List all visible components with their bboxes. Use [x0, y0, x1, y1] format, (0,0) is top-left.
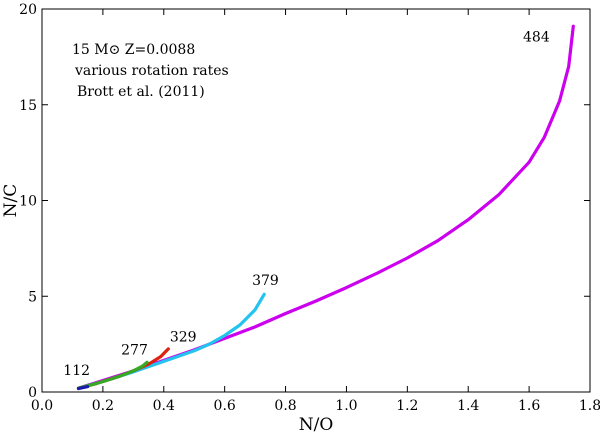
series-line-484 [76, 24, 575, 390]
x-tick-label-4: 0.8 [274, 398, 296, 414]
x-tick-label-6: 1.2 [396, 398, 418, 414]
annotation-line-1: 15 M⊙ Z=0.0088 [72, 42, 195, 58]
x-tick-label-8: 1.6 [518, 398, 540, 414]
x-tick-label-5: 1.0 [335, 398, 357, 414]
x-tick-label-9: 1.8 [579, 398, 600, 414]
y-tick-label-3: 15 [19, 98, 37, 114]
series-layer [76, 24, 575, 391]
ticks-layer: 0.0 0.2 0.4 0.6 0.8 1.0 1.2 1.4 1.6 1.8 0 5 10 15 20 [19, 2, 600, 414]
annotation-line-2: various rotation rates [74, 63, 229, 79]
y-tick-label-0: 0 [28, 385, 37, 401]
x-axis-label: N/O [299, 415, 334, 435]
y-tick-label-1: 5 [28, 289, 37, 305]
y-tick-label-2: 10 [19, 194, 37, 210]
curve-label-112: 112 [63, 363, 90, 379]
annotation-line-3: Brott et al. (2011) [77, 84, 205, 100]
labels-layer: 484 379 329 277 112 [63, 30, 550, 379]
curve-label-277: 277 [121, 343, 148, 359]
y-tick-label-4: 20 [19, 2, 37, 18]
annotation-block: 15 M⊙ Z=0.0088 various rotation rates Br… [72, 42, 229, 100]
x-tick-label-1: 0.2 [92, 398, 114, 414]
curve-label-484: 484 [523, 30, 550, 46]
curve-label-329: 329 [170, 329, 197, 345]
series-line-277 [76, 360, 149, 390]
y-axis-label: N/C [1, 184, 21, 218]
x-tick-label-0: 0.0 [31, 398, 53, 414]
x-tick-label-3: 0.6 [214, 398, 236, 414]
curve-label-379: 379 [252, 273, 279, 289]
series-line-112 [76, 385, 90, 391]
x-tick-label-7: 1.4 [457, 398, 479, 414]
x-tick-label-2: 0.4 [153, 398, 175, 414]
